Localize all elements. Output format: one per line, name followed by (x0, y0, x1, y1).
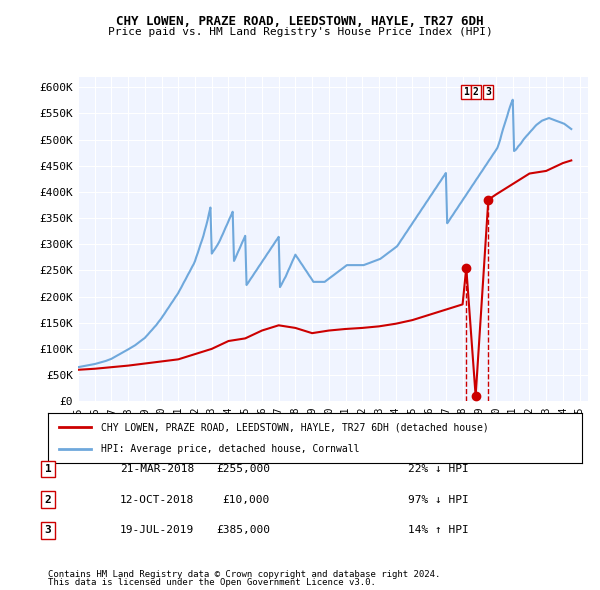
Text: 19-JUL-2019: 19-JUL-2019 (120, 526, 194, 535)
Text: £10,000: £10,000 (223, 495, 270, 504)
Text: 3: 3 (44, 526, 52, 535)
Text: 1: 1 (44, 464, 52, 474)
Text: Price paid vs. HM Land Registry's House Price Index (HPI): Price paid vs. HM Land Registry's House … (107, 27, 493, 37)
Text: 97% ↓ HPI: 97% ↓ HPI (408, 495, 469, 504)
Text: HPI: Average price, detached house, Cornwall: HPI: Average price, detached house, Corn… (101, 444, 360, 454)
Text: 1: 1 (463, 87, 469, 97)
Text: £385,000: £385,000 (216, 526, 270, 535)
Text: 3: 3 (485, 87, 491, 97)
Text: 14% ↑ HPI: 14% ↑ HPI (408, 526, 469, 535)
Text: 21-MAR-2018: 21-MAR-2018 (120, 464, 194, 474)
Text: CHY LOWEN, PRAZE ROAD, LEEDSTOWN, HAYLE, TR27 6DH: CHY LOWEN, PRAZE ROAD, LEEDSTOWN, HAYLE,… (116, 15, 484, 28)
Text: 12-OCT-2018: 12-OCT-2018 (120, 495, 194, 504)
Text: This data is licensed under the Open Government Licence v3.0.: This data is licensed under the Open Gov… (48, 578, 376, 587)
Text: 22% ↓ HPI: 22% ↓ HPI (408, 464, 469, 474)
Text: 2: 2 (473, 87, 479, 97)
Text: CHY LOWEN, PRAZE ROAD, LEEDSTOWN, HAYLE, TR27 6DH (detached house): CHY LOWEN, PRAZE ROAD, LEEDSTOWN, HAYLE,… (101, 422, 489, 432)
Text: Contains HM Land Registry data © Crown copyright and database right 2024.: Contains HM Land Registry data © Crown c… (48, 571, 440, 579)
Text: 2: 2 (44, 495, 52, 504)
Text: £255,000: £255,000 (216, 464, 270, 474)
